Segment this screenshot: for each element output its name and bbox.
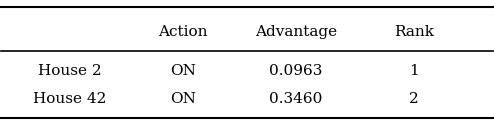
Text: 2: 2 (409, 92, 419, 106)
Text: Rank: Rank (394, 25, 434, 39)
Text: House 2: House 2 (39, 64, 102, 78)
Text: Advantage: Advantage (255, 25, 337, 39)
Text: Action: Action (159, 25, 208, 39)
Text: ON: ON (170, 92, 196, 106)
Text: 1: 1 (409, 64, 419, 78)
Text: 0.3460: 0.3460 (269, 92, 323, 106)
Text: House 42: House 42 (34, 92, 107, 106)
Text: 0.0963: 0.0963 (269, 64, 323, 78)
Text: ON: ON (170, 64, 196, 78)
